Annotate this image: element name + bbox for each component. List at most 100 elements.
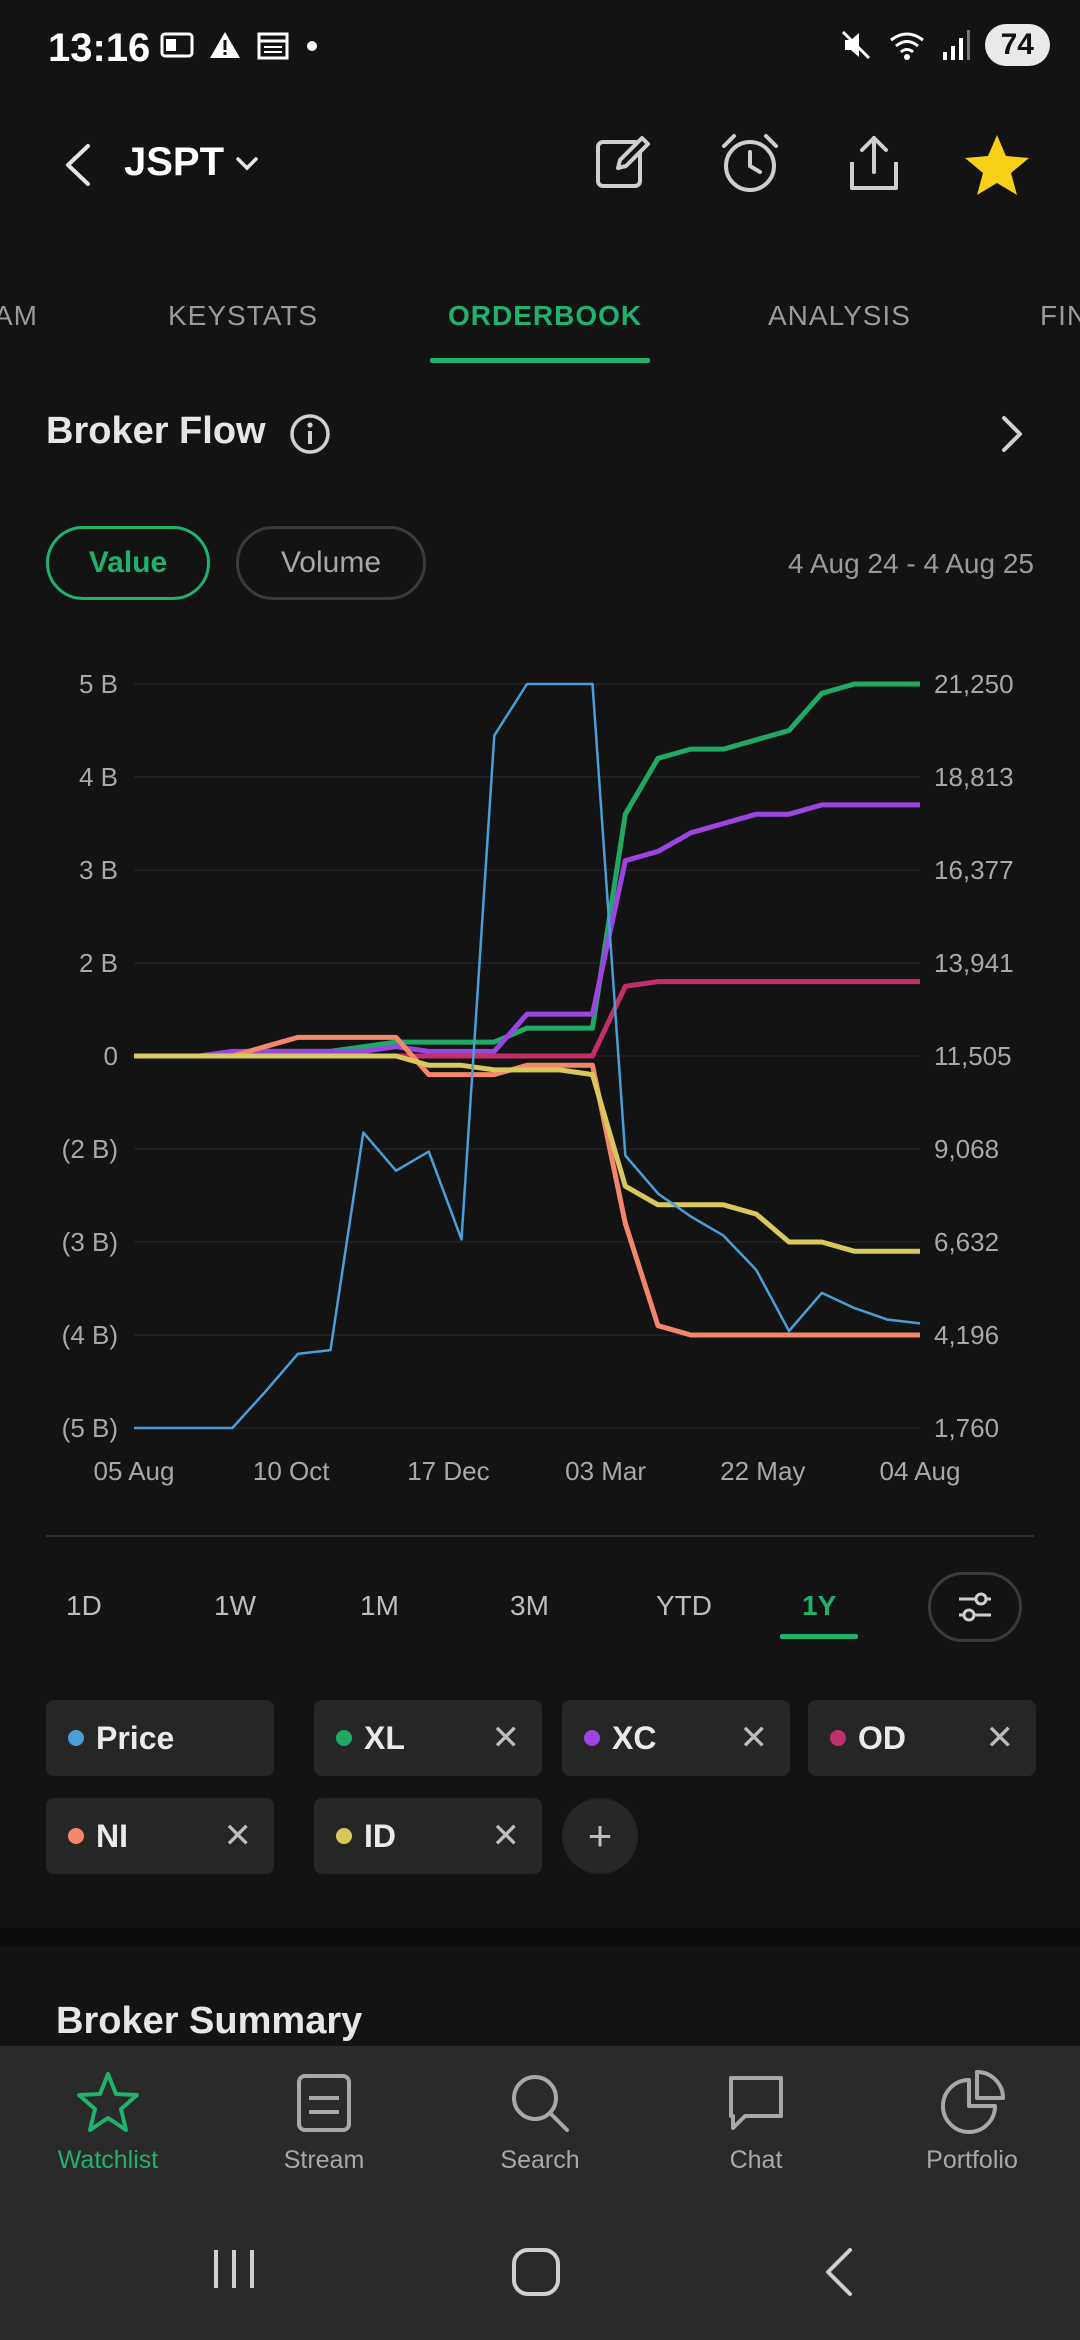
chip-label: XC <box>612 1719 657 1756</box>
y-left-tick: 3 B <box>79 855 118 885</box>
chip-xl[interactable]: XL ✕ <box>314 1700 542 1776</box>
range-1w[interactable]: 1W <box>214 1590 256 1621</box>
chip-label: OD <box>858 1719 906 1756</box>
chip-id[interactable]: ID ✕ <box>314 1798 542 1874</box>
y-right-tick: 9,068 <box>934 1134 999 1164</box>
chip-xc[interactable]: XC ✕ <box>562 1700 790 1776</box>
chat-icon <box>729 2076 783 2130</box>
time-range-selector: 1D 1W 1M 3M YTD 1Y <box>0 1570 1080 1650</box>
ticker-label: JSPT <box>124 140 225 184</box>
chip-od[interactable]: OD ✕ <box>808 1700 1036 1776</box>
y-left-tick: (5 B) <box>62 1413 118 1443</box>
chip-label: ID <box>364 1817 396 1854</box>
range-3m[interactable]: 3M <box>510 1590 549 1621</box>
chip-ni[interactable]: NI ✕ <box>46 1798 274 1874</box>
x-tick: 22 May <box>720 1456 805 1486</box>
nav-label: Watchlist <box>57 2146 159 2174</box>
alarm-icon[interactable] <box>720 132 780 194</box>
add-series-button[interactable]: + <box>562 1798 638 1874</box>
x-tick: 05 Aug <box>94 1456 175 1486</box>
clock: 13:16 <box>48 26 151 70</box>
close-icon[interactable]: ✕ <box>739 1719 769 1757</box>
ticker-selector[interactable]: JSPT <box>124 140 260 185</box>
dot-icon <box>307 41 317 51</box>
stream-icon <box>297 2074 351 2132</box>
y-left-tick: 5 B <box>79 669 118 699</box>
y-left-tick: 4 B <box>79 762 118 792</box>
series-line-id <box>134 1053 920 1254</box>
y-left-tick: (2 B) <box>62 1134 118 1164</box>
outlook-icon <box>160 32 194 58</box>
nav-watchlist[interactable]: Watchlist <box>0 2046 216 2196</box>
y-right-tick: 11,505 <box>934 1041 1012 1071</box>
broker-flow-chart[interactable]: 5 B 21,250 4 B 18,813 3 B 16,377 2 B 13,941 0 11,… <box>0 650 1080 1500</box>
y-left-tick: (4 B) <box>62 1320 118 1350</box>
star-icon <box>77 2072 139 2132</box>
wifi-icon <box>889 32 924 60</box>
xc-color-dot <box>584 1730 600 1746</box>
chart-settings-button[interactable] <box>928 1572 1022 1642</box>
nav-portfolio[interactable]: Portfolio <box>864 2046 1080 2196</box>
nav-search[interactable]: Search <box>432 2046 648 2196</box>
active-tab-indicator <box>430 358 650 363</box>
system-icons: 74 <box>839 24 1050 66</box>
x-tick: 10 Oct <box>253 1456 330 1486</box>
y-left-tick: 0 <box>104 1041 118 1071</box>
tab-am[interactable]: AM <box>0 300 38 331</box>
chevron-right-icon[interactable] <box>996 414 1028 454</box>
notification-icons <box>160 30 320 60</box>
nav-label: Portfolio <box>926 2146 1018 2174</box>
back-nav-icon[interactable] <box>818 2244 862 2300</box>
recent-apps-icon[interactable] <box>206 2244 262 2294</box>
chip-price[interactable]: Price <box>46 1700 274 1776</box>
pie-chart-icon <box>941 2070 1005 2134</box>
favorite-star-icon[interactable] <box>962 132 1032 198</box>
tab-keystats[interactable]: KEYSTATS <box>168 300 319 331</box>
close-icon[interactable]: ✕ <box>223 1817 253 1855</box>
broker-flow-title: Broker Flow <box>46 410 266 452</box>
tab-bar: AM KEYSTATS ORDERBOOK ANALYSIS FIN <box>0 290 1080 364</box>
volume-toggle[interactable]: Volume <box>236 526 426 600</box>
nav-label: Search <box>500 2146 580 2174</box>
chip-label: NI <box>96 1817 128 1854</box>
active-range-indicator <box>780 1634 858 1639</box>
id-color-dot <box>336 1828 352 1844</box>
close-icon[interactable]: ✕ <box>985 1719 1015 1757</box>
y-right-tick: 1,760 <box>934 1413 999 1443</box>
ni-color-dot <box>68 1828 84 1844</box>
warning-icon <box>210 32 240 58</box>
chip-label: Price <box>96 1719 175 1756</box>
y-right-tick: 13,941 <box>934 948 1014 978</box>
close-icon[interactable]: ✕ <box>491 1719 521 1757</box>
y-right-tick: 18,813 <box>934 762 1014 792</box>
nav-chat[interactable]: Chat <box>648 2046 864 2196</box>
value-toggle[interactable]: Value <box>46 526 210 600</box>
calendar-icon <box>257 32 289 60</box>
nav-stream[interactable]: Stream <box>216 2046 432 2196</box>
range-1d[interactable]: 1D <box>66 1590 102 1621</box>
edit-icon[interactable] <box>592 132 652 192</box>
back-arrow-icon[interactable] <box>58 140 98 190</box>
tab-financials[interactable]: FIN <box>1040 300 1080 331</box>
share-icon[interactable] <box>844 132 904 194</box>
info-icon[interactable] <box>288 412 332 456</box>
series-line-ni <box>134 1034 920 1338</box>
range-1y[interactable]: 1Y <box>802 1590 837 1621</box>
range-ytd[interactable]: YTD <box>656 1590 712 1621</box>
price-color-dot <box>68 1730 84 1746</box>
sliders-icon <box>959 1592 991 1622</box>
tab-analysis[interactable]: ANALYSIS <box>768 300 911 331</box>
home-icon[interactable] <box>508 2244 564 2300</box>
series-line-xc <box>134 802 920 1059</box>
close-icon[interactable]: ✕ <box>491 1817 521 1855</box>
date-range: 4 Aug 24 - 4 Aug 25 <box>788 548 1034 579</box>
tab-orderbook[interactable]: ORDERBOOK <box>448 300 643 331</box>
range-1m[interactable]: 1M <box>360 1590 399 1621</box>
system-navigation-bar <box>0 2196 1080 2340</box>
divider <box>46 1535 1034 1537</box>
status-bar: 13:16 74 <box>0 0 1080 100</box>
chevron-down-icon <box>236 156 258 170</box>
mute-icon <box>841 30 870 60</box>
y-right-tick: 21,250 <box>934 669 1014 699</box>
x-tick: 03 Mar <box>565 1456 646 1486</box>
